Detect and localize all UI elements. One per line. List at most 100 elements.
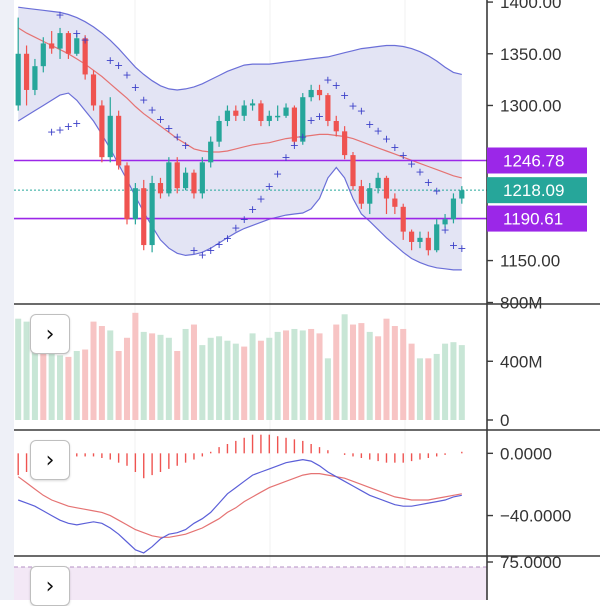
price-tick-label: 1300.00 xyxy=(500,96,561,115)
candle-body xyxy=(124,165,130,220)
sar-dot: + xyxy=(106,54,115,67)
volume-bar xyxy=(199,345,206,420)
candle-body xyxy=(392,198,398,207)
candle-body xyxy=(325,95,331,121)
bollinger-middle-line xyxy=(17,27,462,179)
candle-body xyxy=(241,105,247,116)
candle-body xyxy=(459,190,465,199)
candle-body xyxy=(350,155,356,187)
candle-body xyxy=(166,162,172,194)
price-marker-label: 1190.61 xyxy=(503,210,563,229)
candle-body xyxy=(375,177,381,189)
sar-dot: + xyxy=(47,125,56,138)
macd-line xyxy=(17,458,462,554)
price-tick-label: 1150.00 xyxy=(500,252,560,271)
candle-body xyxy=(116,115,122,166)
volume-bar xyxy=(349,324,357,420)
sar-dot: + xyxy=(206,244,215,257)
chart-left-edge xyxy=(0,0,14,600)
volume-bar xyxy=(291,328,298,420)
candle-body xyxy=(90,74,97,106)
volume-bar xyxy=(308,328,315,420)
expand-volume-button[interactable]: › xyxy=(30,314,70,354)
candle-body xyxy=(283,107,289,116)
sar-dot: + xyxy=(72,27,81,40)
candle-body xyxy=(442,219,448,225)
candle-body xyxy=(224,110,231,121)
volume-bar xyxy=(82,349,89,420)
volume-bar xyxy=(425,358,432,420)
candle-body xyxy=(174,162,180,189)
sar-dot: + xyxy=(290,139,299,152)
volume-bar xyxy=(165,337,172,420)
volume-bar xyxy=(241,346,248,420)
volume-bar xyxy=(375,336,382,420)
volume-bar xyxy=(316,333,323,420)
sar-dot: + xyxy=(307,114,316,127)
volume-bar xyxy=(216,336,223,420)
chevron-right-icon: › xyxy=(45,321,55,347)
volume-bar xyxy=(266,337,273,420)
sar-dot: + xyxy=(240,213,249,226)
candle-body xyxy=(300,97,306,142)
bollinger-lower-line xyxy=(17,92,462,271)
sar-dot: + xyxy=(457,242,466,255)
volume-bar xyxy=(207,337,214,420)
sar-dot: + xyxy=(81,33,90,46)
volume-bar xyxy=(157,334,164,420)
sar-dot: + xyxy=(273,168,282,181)
sar-dot: + xyxy=(382,133,391,146)
indicator-zone xyxy=(14,567,487,600)
volume-bar xyxy=(442,343,449,420)
volume-bar xyxy=(90,321,97,420)
volume-bar xyxy=(149,333,156,420)
candle-body xyxy=(157,183,164,194)
expand-indicator-button[interactable]: › xyxy=(30,566,70,606)
candle-body xyxy=(249,103,256,106)
candle-body xyxy=(316,89,323,96)
price-marker-box xyxy=(487,147,587,174)
volume-tick-label: 400M xyxy=(500,352,543,371)
candle-body xyxy=(408,231,415,242)
sar-dot: + xyxy=(399,149,408,162)
candle-body xyxy=(49,43,55,49)
sar-dot: + xyxy=(440,224,449,237)
candle-body xyxy=(383,177,390,199)
volume-bar xyxy=(98,326,105,420)
volume-bar xyxy=(174,350,181,420)
candle-body xyxy=(266,115,272,121)
volume-bar xyxy=(224,340,231,420)
sar-dot: + xyxy=(139,93,148,106)
volume-bar xyxy=(400,328,407,420)
candle-body xyxy=(15,53,21,106)
candle-body xyxy=(233,110,239,116)
volume-bar xyxy=(358,323,365,420)
sar-dot: + xyxy=(122,68,131,81)
expand-macd-button[interactable]: › xyxy=(30,440,70,480)
candle-body xyxy=(191,172,197,194)
sar-dot: + xyxy=(332,79,341,92)
candle-body xyxy=(425,237,431,251)
price-marker-box xyxy=(487,205,587,232)
sar-dot: + xyxy=(407,157,416,170)
sar-dot: + xyxy=(223,232,232,245)
volume-bar xyxy=(274,331,281,420)
volume-bar xyxy=(15,318,22,420)
sar-dot: + xyxy=(55,123,64,136)
volume-bar xyxy=(115,350,122,420)
sar-dot: + xyxy=(181,139,190,152)
sar-dot: + xyxy=(164,122,173,135)
volume-bar xyxy=(132,312,139,420)
candle-body xyxy=(358,186,364,204)
sar-dot: + xyxy=(298,130,307,143)
volume-bar xyxy=(433,353,440,420)
volume-bar xyxy=(73,350,80,420)
sar-dot: + xyxy=(148,104,157,117)
sar-dot: + xyxy=(248,203,257,216)
volume-bar xyxy=(31,326,38,420)
candle-body xyxy=(74,38,80,54)
volume-bar xyxy=(341,314,348,420)
price-marker-box xyxy=(487,177,587,204)
volume-bar xyxy=(333,324,340,420)
sar-dot: + xyxy=(374,124,383,137)
